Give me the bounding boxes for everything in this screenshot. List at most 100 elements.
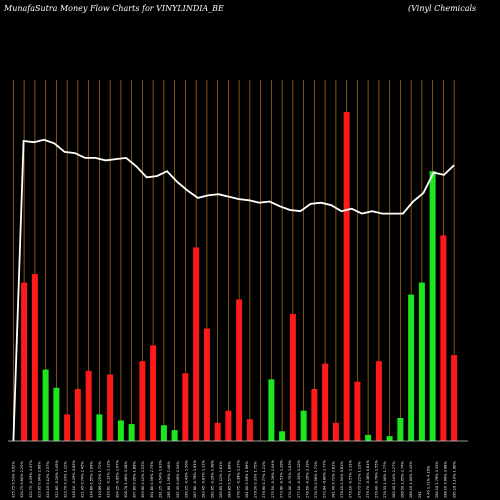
x-tick-label: 310.62 -0.12% 1.12% — [107, 459, 111, 498]
x-tick-label: 295.10 1.10% 1.96% — [452, 461, 456, 498]
volume-bar — [139, 361, 146, 441]
volume-bar — [203, 328, 210, 441]
x-tick-label: 278.10 0.54% 0.81% — [340, 461, 344, 498]
x-tick-label: 276.40 -0.79% 1.55% — [375, 459, 379, 498]
volume-bar — [117, 420, 124, 441]
volume-bar — [343, 111, 350, 441]
x-tick-label: 301.80 0.56% 2.75% — [150, 461, 154, 498]
volume-bar — [418, 282, 425, 441]
grid-lines — [12, 80, 455, 441]
volume-bar — [268, 379, 275, 441]
x-tick-labels: 325.75 0.53% 0.62% 326.75 0.60% 2.25% 322.… — [12, 459, 457, 498]
volume-bar — [365, 434, 372, 441]
x-tick-label: 279.70 -0.38% 0.81% — [366, 459, 370, 498]
volume-bar — [193, 247, 200, 441]
volume-bars — [21, 111, 458, 441]
x-tick-label: 307.80 0.26% 1.89% — [133, 461, 137, 498]
x-tick-label: 326.75 0.60% 2.25% — [20, 461, 24, 498]
x-tick-label: 322.95 -0.20% 1.65% — [55, 459, 59, 498]
volume-bar — [225, 410, 232, 441]
x-tick-label: 273.90 -0.53% 1.28% — [279, 459, 283, 498]
volume-bar — [74, 388, 81, 441]
volume-bar — [42, 369, 49, 441]
volume-bar — [160, 425, 167, 441]
x-tick-label: 276.70 0.56% 1.71% — [314, 461, 318, 498]
volume-bar — [322, 363, 329, 441]
volume-bar — [386, 436, 393, 441]
volume-bar — [429, 171, 436, 441]
volume-bar — [246, 419, 253, 441]
x-tick-label: 277.10 -0.34% 1.22% — [297, 459, 301, 498]
x-tick-label: 310.99 0.25% 1.72% — [98, 461, 102, 498]
volume-bar — [31, 274, 38, 441]
volume-bar — [64, 414, 71, 441]
volume-bar — [289, 313, 296, 441]
x-tick-label: 321.45 0.74% 2.45% — [81, 461, 85, 498]
x-tick-label: 286.10 1.04% 3.15% — [409, 461, 413, 498]
x-tick-label: 308.76 1.48% 3.18% — [124, 461, 128, 498]
x-tick-label: 279.75 -0.39% 2.27% — [236, 459, 240, 498]
volume-bar — [21, 282, 28, 441]
volume-bar — [214, 422, 221, 441]
x-tick-label: 279.10 -0.57% 2.31% — [349, 459, 353, 498]
volume-bar — [171, 430, 178, 441]
x-tick-label: 291.25 -0.54% 1.83% — [158, 459, 162, 498]
volume-bar — [150, 345, 157, 441]
x-tick-label: 291 — [418, 491, 422, 498]
x-tick-label: 323.70 0.23% 1.12% — [63, 461, 67, 498]
x-tick-label: 274.00 -0.75% 1.83% — [288, 459, 292, 498]
volume-bar — [375, 361, 382, 441]
volume-bar — [311, 388, 318, 441]
volume-bar — [451, 355, 458, 441]
volume-bar — [300, 410, 307, 441]
x-tick-label: 304.25 -0.95% 1.67% — [115, 459, 119, 498]
volume-bar — [354, 381, 361, 441]
x-tick-label: 289.50 1.05% 2.74% — [400, 461, 404, 498]
x-tick-label: 275.50 -0.29% 2.04% — [271, 459, 275, 498]
x-tick-label: 285.85 1.12% 2.61% — [219, 461, 223, 498]
x-tick-label: 314.80 0.55% 2.69% — [89, 461, 93, 498]
x-tick-label: 298.10 3.99% 3.98% — [444, 461, 448, 498]
volume-bar — [53, 387, 60, 441]
x-tick-label: 281.60 0.59% 1.99% — [245, 461, 249, 498]
volume-bar — [279, 431, 286, 441]
x-tick-label: 279.90 0.77% 1.21% — [262, 461, 266, 498]
x-tick-label: 297.35 0.49% 2.54% — [176, 461, 180, 498]
volume-bar — [440, 235, 447, 441]
x-tick-label: 276.35 1.00% 1.77% — [383, 461, 387, 498]
x-tick-label: 295.90 1.56% 2.46% — [167, 461, 171, 498]
volume-bar — [182, 373, 189, 441]
x-tick-label: 284.10 1.79% 3.33% — [435, 461, 439, 498]
x-tick-label: 322.75 -0.29% 1.47% — [29, 459, 33, 498]
x-tick-label: 273.94 -0.80% 1.77% — [323, 459, 327, 498]
x-tick-label: 325.75 0.53% 0.62% — [12, 461, 16, 498]
x-tick-label: 287.90 -0.79% 1.91% — [193, 459, 197, 498]
volume-bar — [96, 414, 103, 441]
x-tick-label: 281.40 0.71% 2.81% — [331, 461, 335, 498]
money-flow-line — [12, 138, 455, 442]
volume-bar — [397, 418, 404, 441]
x-tick-label: 278.50 -0.26% 2.33% — [305, 459, 309, 498]
chart-title-right: (Vinyl Chemicals — [408, 4, 477, 13]
x-tick-label: 282.65 -0.29% 1.98% — [210, 459, 214, 498]
x-tick-label: 284.85 0.57% 1.89% — [228, 461, 232, 498]
volume-bar — [408, 294, 415, 441]
x-tick-label: 324.15 0.12% 2.37% — [46, 461, 50, 498]
volume-bar — [128, 424, 135, 441]
x-tick-label: 276.75 0.22% 1.13% — [357, 461, 361, 498]
chart-title-left: MunafaSutra Money Flow Charts for VINYLI… — [4, 4, 224, 13]
x-tick-label: 323.65 0.04% 2.66% — [38, 461, 42, 498]
x-tick-label: 319.10 -0.29% 0.85% — [72, 459, 76, 498]
volume-bar — [85, 370, 92, 441]
x-tick-label: 290.25 -0.43% 1.56% — [184, 459, 188, 498]
x-tick-label: 283.45 -0.87% 1.12% — [202, 459, 206, 498]
x-tick-label: 303.90 0.12% 2.53% — [141, 461, 145, 498]
x-tick-label: 4.40 1.11% 4.16% — [426, 465, 430, 498]
chart-title: MunafaSutra Money Flow Charts for VINYLI… — [0, 4, 500, 18]
volume-bar — [332, 422, 339, 441]
x-tick-label: 279.50 0.33% 1.75% — [254, 461, 258, 498]
x-tick-label: 282.40 1.14% 2.27% — [392, 461, 396, 498]
volume-bar — [107, 374, 114, 441]
volume-bar — [236, 299, 243, 441]
